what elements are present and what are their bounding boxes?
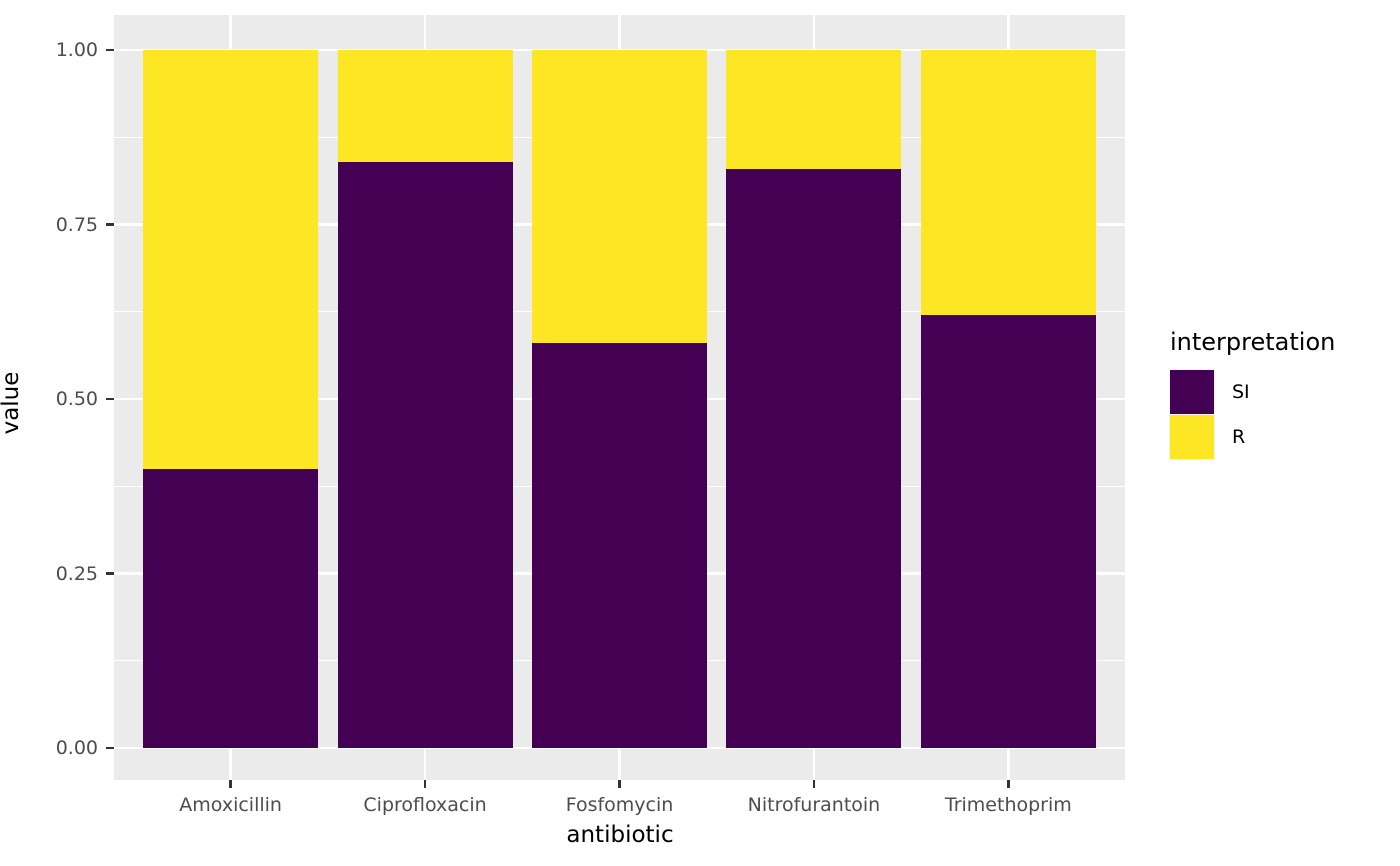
y-axis-tick-label: 0.25 [55, 562, 98, 585]
legend-label: R [1232, 425, 1246, 448]
bar-segment-r-nitrofurantoin [726, 50, 902, 169]
legend-entry-r: R [1169, 413, 1335, 460]
bar-segment-si-trimethoprim [920, 315, 1096, 748]
legend: interpretation SI R [1169, 328, 1336, 460]
legend-title: interpretation [1170, 328, 1336, 356]
bar-segment-si-amoxicillin [143, 468, 319, 748]
y-axis-tick [106, 572, 114, 575]
y-axis-tick-label: 0.00 [55, 737, 98, 759]
bar-segment-r-trimethoprim [920, 50, 1096, 316]
bar-segment-si-ciprofloxacin [337, 161, 513, 748]
legend-key-swatch [1169, 368, 1215, 415]
bar-segment-r-fosfomycin [532, 50, 707, 344]
x-axis-tick-label: Trimethoprim [944, 794, 1072, 816]
y-axis-tick [106, 223, 114, 226]
y-axis-tick [106, 746, 114, 750]
bar-segment-si-fosfomycin [532, 343, 707, 748]
y-axis-tick-label: 0.50 [55, 388, 98, 410]
x-axis-tick-label: Ciprofloxacin [363, 794, 487, 816]
bar-segment-si-nitrofurantoin [726, 168, 902, 748]
bar-segment-r-amoxicillin [143, 50, 319, 469]
legend-label: SI [1232, 380, 1250, 403]
legend-key-swatch [1169, 413, 1215, 460]
x-axis-tick [618, 780, 621, 788]
x-axis-tick-label: Amoxicillin [179, 794, 282, 816]
legend-entry-si: SI [1169, 368, 1335, 415]
x-axis-tick [229, 780, 232, 788]
y-axis-title: value [0, 371, 24, 435]
x-axis-tick [812, 780, 816, 788]
x-axis-tick [1007, 780, 1010, 788]
x-axis-tick-label: Nitrofurantoin [747, 794, 881, 816]
bar-segment-r-ciprofloxacin [337, 50, 513, 162]
y-axis-tick [106, 397, 114, 401]
legend-entries: SI R [1169, 368, 1335, 460]
plot-panel [114, 15, 1125, 780]
y-axis-tick-label: 1.00 [55, 39, 98, 61]
x-axis-tick-label: Fosfomycin [565, 794, 674, 816]
x-axis-tick [423, 780, 427, 788]
y-axis-tick [106, 48, 114, 52]
y-axis-tick-label: 0.75 [55, 213, 98, 236]
x-axis-title: antibiotic [566, 822, 674, 848]
